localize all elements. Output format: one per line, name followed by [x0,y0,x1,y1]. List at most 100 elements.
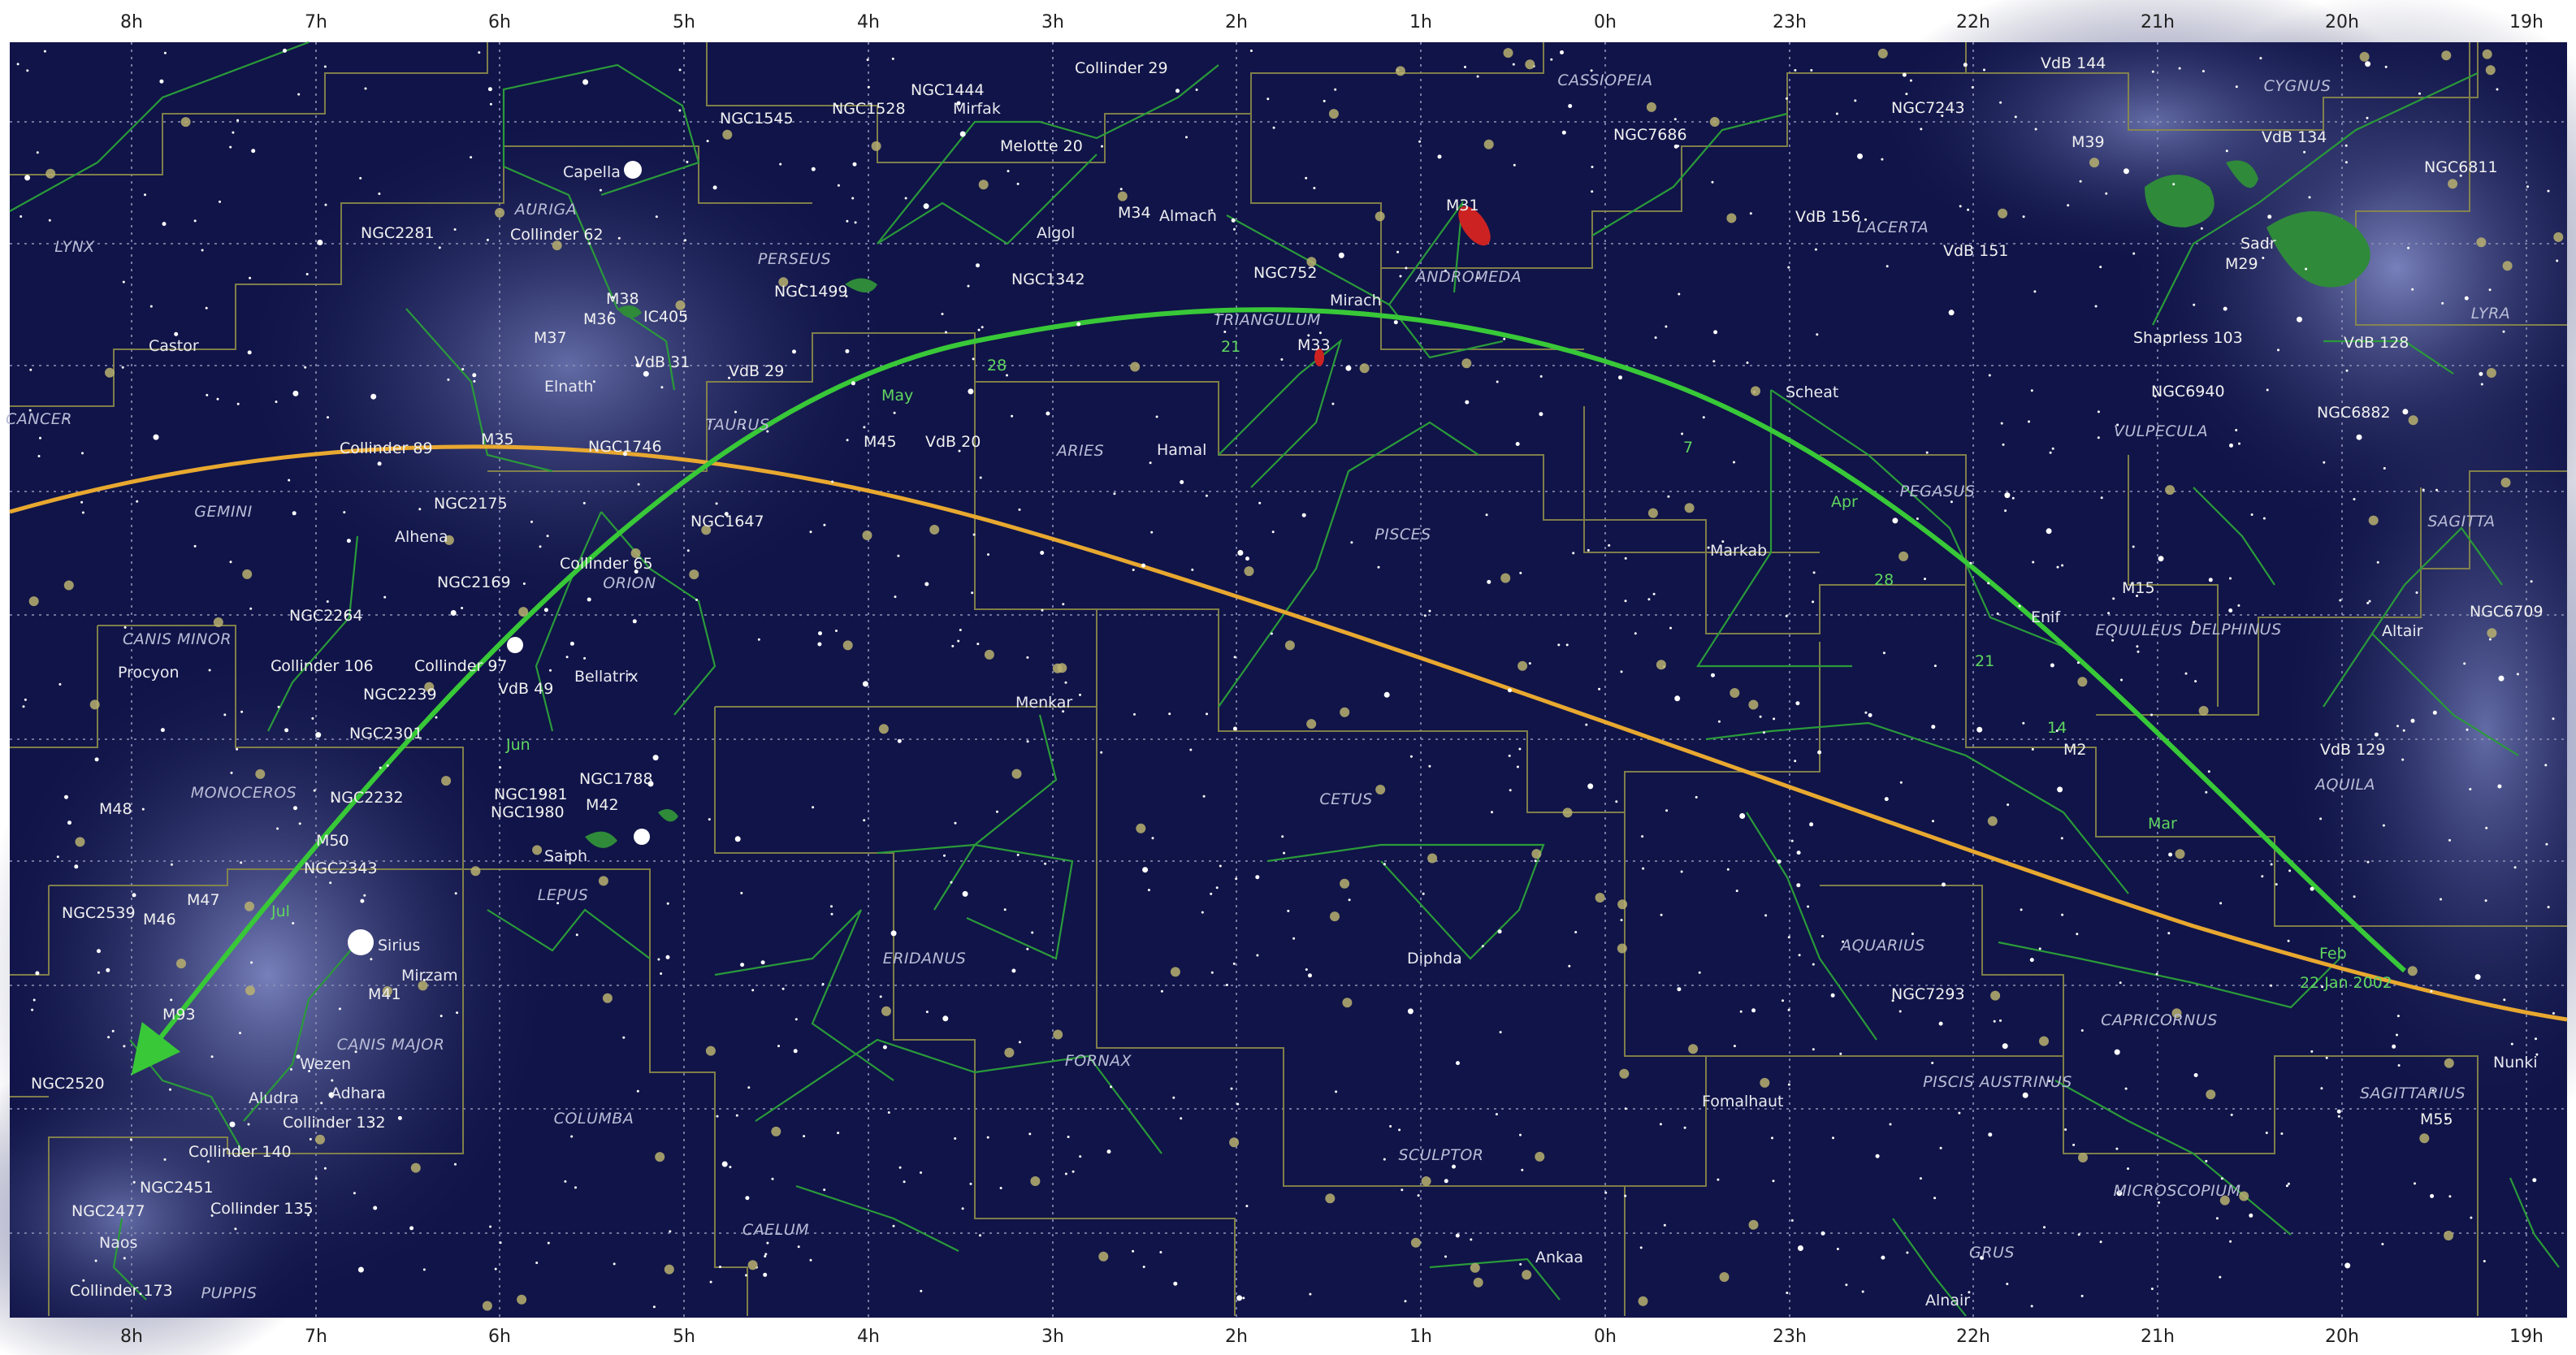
background-star [1673,118,1677,121]
background-star [892,1224,895,1227]
background-star [1173,1281,1178,1286]
background-star [223,713,227,716]
background-star [1968,1291,1971,1294]
background-star [818,631,822,636]
background-star [1669,626,1672,630]
background-star [2275,883,2278,886]
star-cluster-marker [1688,1044,1699,1054]
star-cluster-marker [655,1152,665,1162]
background-star [588,242,591,245]
background-star [1417,1194,1420,1197]
background-star [1942,882,1946,887]
background-star [854,221,857,224]
background-star [823,523,826,526]
dso-label: M34 [1118,204,1151,222]
star-cluster-marker [1229,1137,1240,1148]
background-star [327,416,329,419]
background-star [760,960,765,965]
background-star [1515,442,1520,446]
background-star [766,430,769,433]
background-star [2202,70,2205,73]
background-star [360,898,365,903]
background-star [2219,1275,2222,1279]
background-star [1999,1019,2002,1022]
background-star [1983,68,1985,71]
background-star [2262,257,2265,259]
m31-galaxy-marker[interactable] [1452,201,1496,251]
background-star [1891,999,1894,1002]
background-star [740,963,745,968]
background-star [208,669,211,672]
ra-axis-bottom: 8h 7h 6h 5h 4h 3h 2h 1h 0h 23h 22h 21h 2… [120,1327,2544,1347]
ra-tick-label: 22h [1956,1327,1990,1347]
background-star [240,710,244,713]
star-cluster-marker [1535,1151,1545,1162]
background-star [1641,835,1644,838]
background-star [2431,1089,2435,1092]
background-star [1988,374,1991,377]
dso-label: NGC6811 [2424,158,2498,176]
background-star [1216,313,1219,316]
capella-star[interactable] [624,161,642,179]
background-star [331,1079,334,1082]
background-star [2225,149,2228,153]
background-star [1422,892,1425,895]
betelgeuse-star[interactable] [507,637,523,653]
background-star [486,238,489,241]
background-star [2119,981,2122,985]
background-star [81,511,84,514]
background-star [1777,859,1782,864]
background-star [1678,292,1681,296]
star-field [16,48,2564,1311]
background-star [1497,929,1502,934]
background-star [56,855,59,859]
background-star [2325,1056,2328,1059]
background-star [1857,153,1863,159]
background-star [2496,88,2499,91]
star-cluster-marker [2487,628,2497,639]
background-star [1335,1090,1338,1093]
background-star [1195,89,1198,91]
background-star [751,989,755,992]
background-star [2007,803,2010,807]
star-cluster-marker [778,277,789,288]
background-star [1142,1266,1145,1268]
dso-label: M46 [143,911,176,929]
constellation-label: PERSEUS [758,250,831,268]
background-star [206,393,209,396]
background-star [292,390,299,396]
background-star [377,461,382,466]
background-star [379,766,382,769]
background-star [22,705,25,708]
constellation-label: PISCIS AUSTRINUS [1923,1073,2072,1091]
background-star [522,582,526,585]
dso-label: VdB 20 [925,433,981,451]
background-star [1624,556,1627,560]
background-star [364,87,367,90]
star-label: Menkar [1015,694,1072,712]
background-star [1160,989,1163,993]
dso-label: Collinder 106 [271,657,374,675]
rigel-star[interactable] [634,829,650,845]
path-month-label: Jul [271,903,290,920]
ra-tick-label: 7h [305,1327,327,1347]
star-cluster-marker [1053,1029,1063,1040]
background-star [851,197,855,200]
comet-path[interactable] [131,307,2407,1076]
background-star [1733,1045,1736,1048]
background-star [636,1089,639,1093]
background-star [1513,163,1516,167]
star-cluster-marker [1375,785,1386,794]
background-star [1624,1194,1627,1197]
star-cluster-marker [701,525,712,535]
background-star [1219,864,1222,868]
dso-label: NGC2520 [31,1075,105,1093]
background-star [311,716,314,720]
constellation-label: TAURUS [706,416,770,434]
m33-galaxy-marker[interactable] [1314,348,1324,366]
background-star [1925,451,1929,454]
background-star [1717,720,1721,723]
sirius-star[interactable] [348,929,374,955]
background-star [794,1018,798,1021]
